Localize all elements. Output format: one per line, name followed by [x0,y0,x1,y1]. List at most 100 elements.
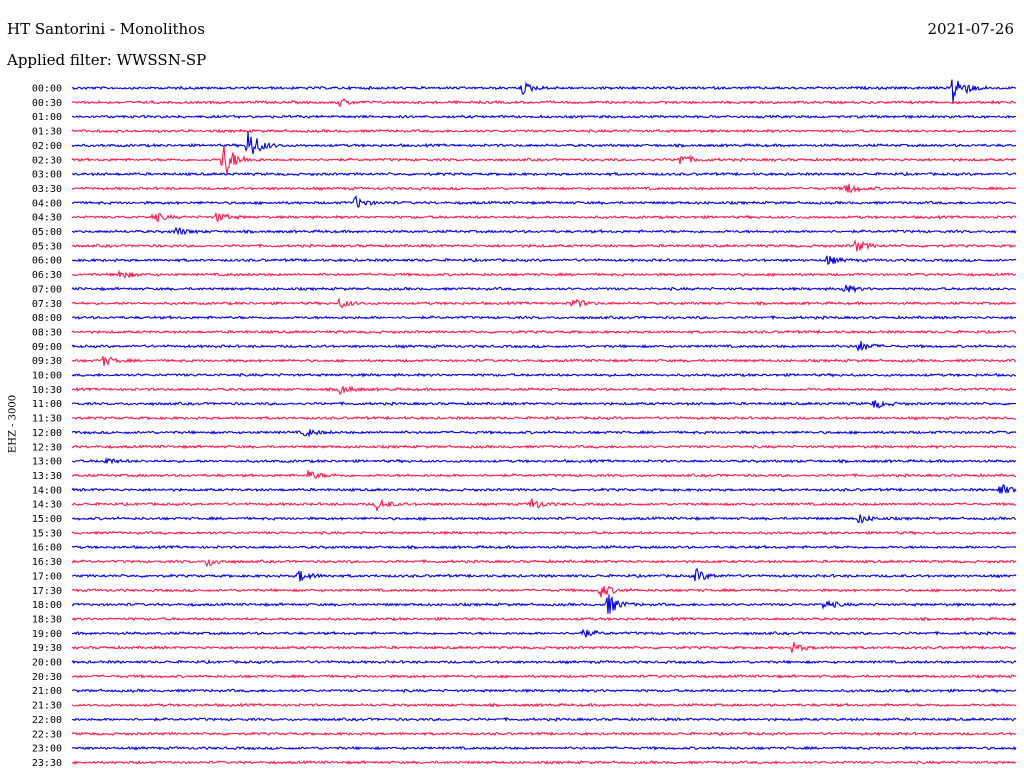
row-time-label: 16:30 [32,557,62,568]
row-time-label: 02:30 [32,155,62,166]
trace-row [71,194,1017,208]
trace-row [71,759,1017,765]
row-time-label: 20:30 [32,672,62,683]
row-time-label: 09:30 [32,356,62,367]
row-time-label: 01:30 [32,127,62,138]
trace-row [71,284,1017,294]
date-label: 2021-07-26 [927,20,1014,38]
row-time-label: 14:00 [32,485,62,496]
trace-row [71,400,1017,409]
row-time-label: 03:00 [32,170,62,181]
trace-row [72,255,1017,266]
row-time-label: 04:00 [32,198,62,209]
trace-row [71,128,1017,134]
row-time-label: 08:00 [32,313,62,324]
row-time-label: 15:30 [32,528,62,539]
trace-row [71,702,1017,708]
trace-row [71,498,1017,511]
trace-row [71,314,1017,321]
trace-row [71,145,1017,174]
row-time-label: 20:00 [32,658,62,669]
trace-row [71,415,1017,421]
trace-row [71,544,1017,550]
row-time-label: 14:30 [32,500,62,511]
row-time-label: 21:00 [32,686,62,697]
trace-row [71,594,1017,614]
trace-row [71,356,1017,367]
filter-label: Applied filter: WWSSN-SP [7,51,207,69]
row-time-label: 06:00 [32,256,62,267]
row-time-label: 15:00 [32,514,62,525]
row-time-label: 08:30 [32,327,62,338]
trace-row [71,470,1017,479]
trace-row [71,558,1017,568]
trace-row [71,616,1017,622]
row-time-label: 03:30 [32,184,62,195]
trace-row [72,239,1016,252]
row-time-label: 18:00 [32,600,62,611]
trace-row [72,567,1017,582]
row-time-label: 23:30 [32,758,62,769]
row-time-label: 05:30 [32,241,62,252]
trace-row [71,585,1017,598]
row-time-label: 06:30 [32,270,62,281]
trace-row [71,745,1017,751]
trace-row [71,131,1017,155]
trace-row [71,98,1017,108]
row-time-label: 22:00 [32,715,62,726]
trace-row [71,530,1017,536]
row-time-label: 12:00 [32,428,62,439]
row-time-label: 22:30 [32,729,62,740]
row-time-label: 21:30 [32,701,62,712]
row-time-label: 00:30 [32,98,62,109]
row-time-label: 10:00 [32,371,62,382]
trace-row [71,731,1017,737]
row-time-label: 19:30 [32,643,62,654]
row-time-label: 07:30 [32,299,62,310]
trace-row [71,171,1017,177]
row-time-label: 11:30 [32,414,62,425]
trace-row [71,341,1017,353]
row-time-label: 09:00 [32,342,62,353]
row-time-label: 19:00 [32,629,62,640]
trace-row [71,114,1017,120]
trace-row [71,372,1017,378]
row-time-label: 17:00 [32,571,62,582]
trace-row [71,183,1017,194]
trace-row [71,329,1017,335]
trace-row [71,269,1017,280]
row-time-label: 18:30 [32,614,62,625]
row-time-label: 12:30 [32,442,62,453]
row-time-label: 16:00 [32,543,62,554]
trace-row [72,226,1017,236]
trace-row [71,456,1017,465]
row-time-label: 00:00 [32,84,62,95]
row-time-label: 02:00 [32,141,62,152]
row-time-label: 04:30 [32,213,62,224]
trace-row [71,673,1017,679]
trace-row [71,429,1017,438]
trace-row [71,212,1017,223]
trace-row [71,298,1017,309]
trace-row [71,628,1017,638]
row-time-label: 07:00 [32,284,62,295]
trace-row [71,659,1017,665]
trace-row [71,716,1017,723]
trace-row [71,514,1017,524]
row-time-label: 17:30 [32,586,62,597]
trace-row [71,484,1017,495]
trace-row [71,79,1017,103]
trace-row [72,642,1017,653]
station-title: HT Santorini - Monolithos [7,20,205,38]
row-time-label: 10:30 [32,385,62,396]
trace-row [71,688,1017,694]
row-time-label: 13:00 [32,457,62,468]
row-time-label: 23:00 [32,744,62,755]
row-time-label: 05:00 [32,227,62,238]
row-time-label: 01:00 [32,112,62,123]
row-time-label: 13:30 [32,471,62,482]
trace-row [71,444,1017,450]
row-time-label: 11:00 [32,399,62,410]
trace-row [71,385,1017,395]
